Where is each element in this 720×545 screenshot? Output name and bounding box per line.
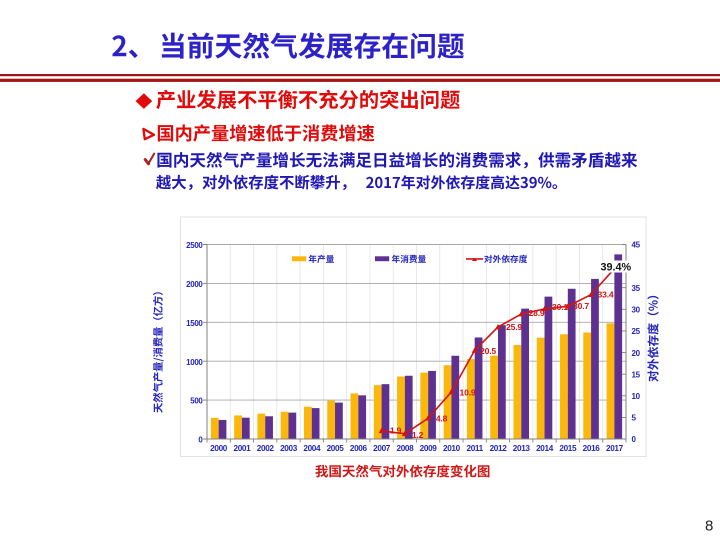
svg-text:2009: 2009 — [420, 444, 438, 453]
svg-text:20: 20 — [632, 349, 641, 358]
svg-text:8: 8 — [705, 518, 713, 535]
svg-text:2010: 2010 — [443, 444, 461, 453]
svg-text:2013: 2013 — [513, 444, 531, 453]
svg-text:28.9: 28.9 — [529, 308, 545, 318]
svg-text:10.9: 10.9 — [460, 388, 476, 398]
svg-text:25.9: 25.9 — [506, 322, 522, 332]
svg-text:33.4: 33.4 — [598, 290, 614, 300]
svg-text:30.7: 30.7 — [573, 301, 589, 311]
svg-text:30: 30 — [632, 306, 641, 315]
svg-text:2011: 2011 — [467, 444, 484, 453]
svg-text:1.2: 1.2 — [412, 430, 424, 440]
svg-text:1.9: 1.9 — [390, 426, 402, 436]
svg-text:39.4%: 39.4% — [600, 261, 631, 273]
svg-text:2008: 2008 — [396, 444, 414, 453]
svg-text:2017: 2017 — [606, 444, 624, 453]
svg-text:2001: 2001 — [233, 444, 251, 453]
svg-text:10: 10 — [632, 392, 641, 401]
svg-text:4.8: 4.8 — [436, 414, 448, 424]
svg-text:2014: 2014 — [536, 444, 554, 453]
svg-text:2004: 2004 — [303, 444, 321, 453]
svg-text:30.1: 30.1 — [552, 302, 568, 312]
svg-text:2007: 2007 — [373, 444, 391, 453]
svg-text:2016: 2016 — [583, 444, 601, 453]
svg-text:2002: 2002 — [257, 444, 275, 453]
svg-text:2500: 2500 — [186, 241, 203, 250]
svg-text:35: 35 — [632, 284, 641, 293]
svg-text:2012: 2012 — [490, 444, 508, 453]
svg-text:500: 500 — [190, 397, 203, 406]
svg-text:25: 25 — [632, 327, 641, 336]
svg-text:45: 45 — [632, 241, 641, 250]
svg-text:2005: 2005 — [327, 444, 345, 453]
svg-text:1500: 1500 — [186, 319, 203, 328]
svg-text:2006: 2006 — [350, 444, 368, 453]
svg-text:5: 5 — [632, 414, 637, 423]
svg-text:15: 15 — [632, 370, 641, 379]
svg-text:20.5: 20.5 — [480, 346, 496, 356]
svg-text:2015: 2015 — [559, 444, 577, 453]
svg-text:1000: 1000 — [186, 358, 203, 367]
svg-text:0: 0 — [632, 435, 637, 444]
svg-text:2000: 2000 — [210, 444, 228, 453]
svg-text:2000: 2000 — [186, 280, 203, 289]
svg-text:0: 0 — [198, 436, 203, 445]
svg-text:2003: 2003 — [280, 444, 298, 453]
